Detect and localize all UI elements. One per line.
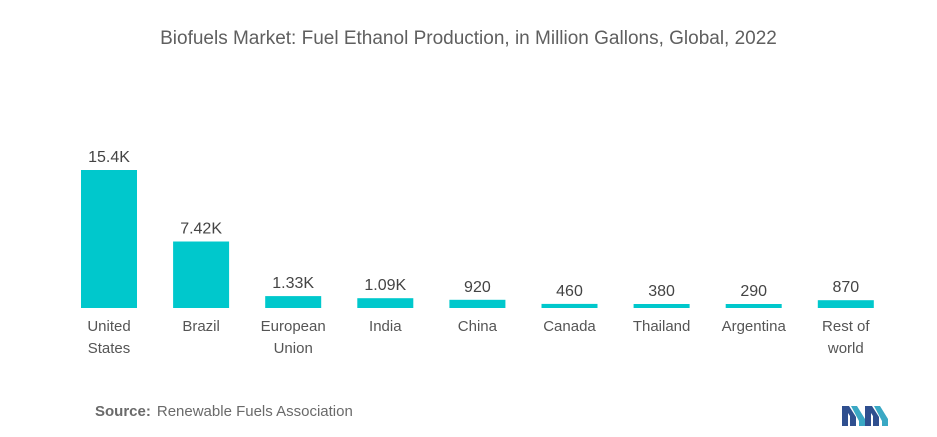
source-label: Source: bbox=[95, 403, 151, 420]
category-label: Canada bbox=[543, 318, 596, 335]
category-label: China bbox=[458, 318, 498, 335]
category-label: India bbox=[369, 318, 402, 335]
bar bbox=[449, 299, 506, 308]
data-label: 380 bbox=[648, 283, 675, 300]
bar bbox=[81, 170, 137, 308]
mordor-intelligence-logo-icon bbox=[842, 406, 888, 426]
data-label: 920 bbox=[464, 279, 491, 296]
data-label: 15.4K bbox=[88, 149, 130, 166]
data-label: 870 bbox=[832, 279, 859, 296]
data-label: 7.42K bbox=[180, 221, 222, 238]
category-label: Argentina bbox=[722, 318, 787, 335]
bar bbox=[357, 298, 414, 308]
bar bbox=[725, 304, 782, 308]
data-label: 1.09K bbox=[364, 277, 406, 294]
bar bbox=[173, 241, 230, 308]
bar bbox=[817, 300, 874, 308]
bar bbox=[633, 304, 690, 308]
bar bbox=[541, 303, 598, 308]
source-note: Source: Renewable Fuels Association bbox=[95, 403, 353, 420]
category-label: European Union bbox=[261, 318, 326, 357]
category-label: Thailand bbox=[633, 318, 691, 335]
data-label: 460 bbox=[556, 283, 583, 300]
bar bbox=[265, 296, 322, 308]
category-label: Rest of world bbox=[822, 318, 870, 357]
data-label: 1.33K bbox=[272, 275, 314, 292]
category-label: Brazil bbox=[182, 318, 220, 335]
chart-title: Biofuels Market: Fuel Ethanol Production… bbox=[160, 28, 777, 49]
category-label: United States bbox=[87, 318, 130, 357]
data-label: 290 bbox=[740, 283, 767, 300]
source-text: Renewable Fuels Association bbox=[156, 403, 353, 420]
